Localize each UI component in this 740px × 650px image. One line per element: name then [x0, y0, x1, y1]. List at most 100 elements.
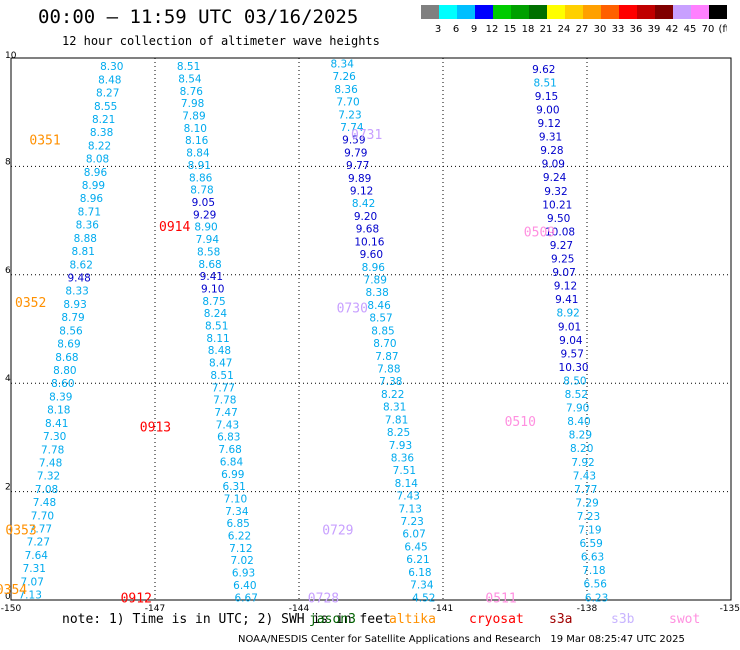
pass-time-label: 0510: [505, 415, 536, 430]
y-tick-label: 0: [5, 592, 11, 602]
wave-height-value: 7.34: [410, 580, 434, 592]
wave-height-value: 8.80: [53, 365, 76, 377]
wave-height-value: 8.68: [55, 352, 78, 364]
wave-height-value: 8.33: [65, 286, 88, 298]
wave-height-value: 7.68: [218, 444, 241, 456]
wave-height-value: 8.22: [381, 389, 404, 401]
wave-height-value: 7.19: [578, 525, 601, 537]
wave-height-value: 8.96: [362, 262, 386, 274]
color-swatch: [619, 5, 637, 19]
wave-height-value: 8.10: [184, 123, 207, 135]
wave-height-value: 8.29: [569, 430, 592, 442]
wave-height-value: 7.64: [25, 550, 49, 562]
wave-height-value: 6.21: [406, 554, 429, 566]
wave-height-value: 7.13: [399, 503, 422, 515]
wave-height-value: 8.48: [208, 345, 231, 357]
wave-height-value: 8.54: [178, 73, 202, 85]
wave-height-value: 7.13: [19, 590, 42, 602]
color-swatch: [511, 5, 529, 19]
wave-height-value: 10.16: [354, 236, 384, 248]
wave-height-value: 8.21: [92, 114, 115, 126]
wave-height-value: 6.31: [222, 481, 245, 493]
wave-height-value: 7.32: [37, 471, 60, 483]
wave-height-value: 9.77: [346, 160, 369, 172]
wave-height-value: 9.41: [200, 271, 223, 283]
legend-item-s3a: s3a: [549, 612, 573, 627]
wave-height-value: 8.56: [59, 325, 83, 337]
wave-height-value: 8.75: [202, 296, 225, 308]
wave-height-value: 6.99: [221, 469, 244, 481]
wave-height-value: 6.83: [217, 432, 240, 444]
color-scale-tick: 24: [558, 24, 571, 35]
wave-height-value: 7.92: [571, 457, 594, 469]
wave-height-value: 8.70: [373, 338, 396, 350]
wave-height-value: 6.07: [402, 529, 425, 541]
pass-time-label: 0731: [351, 128, 382, 143]
wave-height-value: 6.59: [579, 538, 602, 550]
wave-height-value: 9.12: [554, 281, 577, 293]
wave-height-value: 7.47: [214, 407, 237, 419]
wave-height-value: 6.84: [220, 456, 244, 468]
wave-height-value: 7.10: [224, 493, 247, 505]
wave-height-value: 8.93: [63, 299, 86, 311]
pass-time-label: 0509: [524, 225, 555, 240]
wave-height-value: 8.36: [391, 452, 415, 464]
wave-height-value: 10.30: [559, 362, 589, 374]
legend-item-jason3: jason3: [309, 612, 356, 627]
color-scale-tick: 9: [471, 24, 477, 35]
color-scale-tick: (ft): [718, 24, 727, 35]
wave-height-value: 7.87: [375, 351, 398, 363]
pass-time-label: 0353: [5, 524, 36, 539]
wave-height-value: 7.94: [196, 234, 220, 246]
wave-height-value: 8.48: [98, 74, 121, 86]
wave-height-value: 9.41: [555, 294, 578, 306]
wave-height-value: 6.45: [404, 541, 427, 553]
x-tick-label: -138: [577, 604, 598, 612]
wave-height-value: 8.90: [194, 222, 217, 234]
wave-height-value: 7.23: [338, 109, 361, 121]
wave-height-value: 7.12: [229, 543, 252, 555]
wave-height-value: 9.89: [348, 173, 371, 185]
wave-height-value: 7.70: [31, 510, 54, 522]
credit-line: NOAA/NESDIS Center for Satellite Applica…: [238, 634, 685, 645]
wave-height-value: 7.51: [393, 465, 416, 477]
wave-height-value: 9.68: [356, 224, 379, 236]
wave-height-value: 7.93: [389, 440, 412, 452]
color-swatch: [583, 5, 601, 19]
wave-height-value: 7.77: [212, 382, 235, 394]
wave-height-value: 8.40: [567, 416, 590, 428]
wave-height-value: 8.60: [51, 378, 74, 390]
wave-height-value: 8.71: [78, 206, 101, 218]
wave-height-value: 9.01: [558, 321, 581, 333]
wave-height-value: 7.77: [574, 484, 597, 496]
wave-height-value: 7.23: [400, 516, 423, 528]
color-swatch: [457, 5, 475, 19]
wave-height-value: 8.24: [204, 308, 228, 320]
wave-height-value: 9.25: [551, 254, 574, 266]
wave-height-value: 8.85: [371, 325, 394, 337]
wave-height-value: 7.89: [364, 275, 387, 287]
wave-height-value: 9.32: [544, 186, 567, 198]
wave-height-value: 9.12: [538, 118, 561, 130]
wave-height-value: 8.76: [180, 86, 204, 98]
legend-item-s3b: s3b: [611, 612, 635, 627]
wave-height-value: 8.08: [86, 154, 109, 166]
wave-height-value: 7.89: [182, 111, 205, 123]
wave-height-value: 6.63: [581, 552, 604, 564]
wave-height-value: 8.22: [88, 140, 111, 152]
wave-height-value: 8.88: [74, 233, 97, 245]
y-tick-label: 4: [5, 374, 11, 384]
wave-height-value: 7.81: [385, 414, 408, 426]
pass-time-label: 0912: [121, 591, 152, 606]
wave-height-value: 8.79: [61, 312, 84, 324]
wave-height-value: 8.42: [352, 198, 375, 210]
color-swatch: [475, 5, 493, 19]
wave-height-value: 8.34: [331, 58, 355, 70]
color-swatch: [709, 5, 727, 19]
wave-height-value: 7.70: [336, 97, 359, 109]
wave-height-value: 7.07: [21, 576, 44, 588]
wave-height-value: 8.14: [395, 478, 419, 490]
color-swatch: [673, 5, 691, 19]
wave-height-value: 8.96: [80, 193, 104, 205]
